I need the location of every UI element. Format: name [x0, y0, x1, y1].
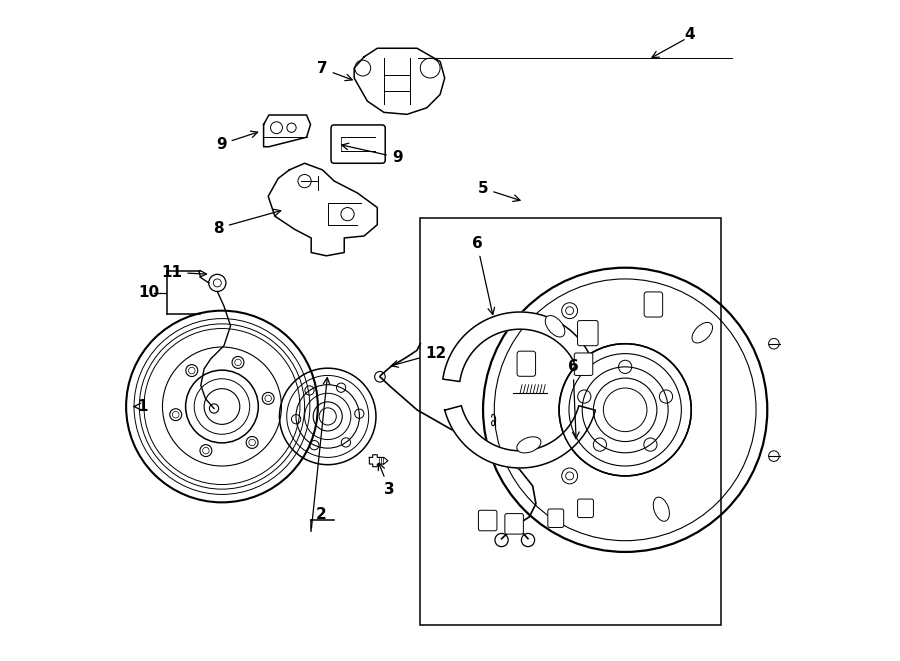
Polygon shape [264, 115, 310, 147]
Polygon shape [355, 48, 445, 114]
Ellipse shape [545, 315, 565, 337]
Text: 9: 9 [216, 131, 257, 151]
FancyBboxPatch shape [479, 510, 497, 531]
Text: 5: 5 [478, 181, 520, 202]
Text: 4: 4 [684, 27, 695, 42]
Text: 11: 11 [161, 265, 207, 280]
FancyBboxPatch shape [331, 125, 385, 163]
FancyBboxPatch shape [578, 321, 599, 346]
Text: 6: 6 [568, 360, 579, 439]
Polygon shape [369, 455, 388, 467]
Polygon shape [443, 312, 590, 381]
Circle shape [559, 344, 691, 476]
FancyBboxPatch shape [505, 514, 524, 534]
Text: 7: 7 [317, 61, 352, 81]
Text: 3: 3 [378, 463, 394, 496]
FancyBboxPatch shape [548, 509, 563, 527]
Ellipse shape [517, 437, 541, 453]
FancyBboxPatch shape [578, 499, 593, 518]
Text: 10: 10 [138, 286, 159, 300]
Bar [420, 218, 721, 625]
FancyBboxPatch shape [574, 353, 593, 375]
Text: 8: 8 [213, 210, 281, 235]
Polygon shape [445, 406, 596, 468]
Text: 12: 12 [392, 346, 446, 368]
Ellipse shape [692, 323, 713, 343]
FancyBboxPatch shape [644, 292, 662, 317]
Text: 2: 2 [316, 507, 327, 522]
Text: 6: 6 [472, 236, 494, 315]
Text: 1: 1 [134, 399, 148, 414]
Polygon shape [268, 163, 377, 256]
FancyBboxPatch shape [518, 351, 536, 376]
Text: 9: 9 [342, 143, 402, 165]
Ellipse shape [653, 497, 670, 522]
